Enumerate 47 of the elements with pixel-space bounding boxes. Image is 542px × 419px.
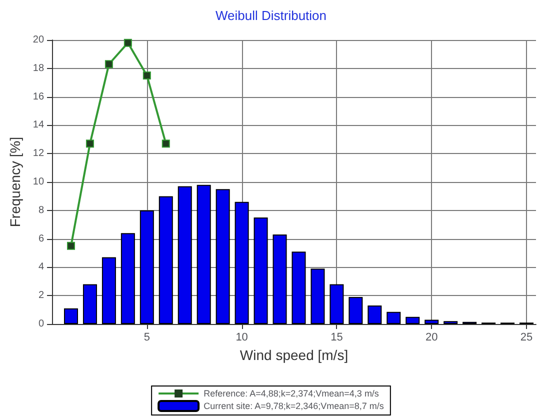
x-tick-label: 20 <box>425 332 438 344</box>
legend-label: Current site: A=9,78;k=2,346;Vmean=8,7 m/s <box>204 401 384 411</box>
y-tick-label: 10 <box>32 176 44 188</box>
bar <box>216 189 230 324</box>
y-tick-label: 2 <box>38 290 44 302</box>
y-tick-label: 20 <box>32 34 44 46</box>
bar <box>406 316 420 324</box>
bar <box>310 268 325 324</box>
y-tick-label: 16 <box>32 91 44 102</box>
bar <box>158 196 173 324</box>
point <box>86 140 94 148</box>
point <box>124 38 132 47</box>
y-tick-label: 12 <box>32 148 44 160</box>
bar <box>386 312 401 324</box>
bar <box>292 252 306 324</box>
chart-title: Weibull Distribution <box>215 8 327 23</box>
bar <box>348 297 363 324</box>
bar <box>424 320 439 324</box>
y-tick-label: 18 <box>32 62 44 74</box>
bar <box>102 257 116 324</box>
x-tick-label: 25 <box>520 332 533 344</box>
x-tick-label: 15 <box>330 332 343 344</box>
bar <box>82 284 97 324</box>
y-axis-title: Frequency [%] <box>7 136 23 228</box>
legend-label: Reference: A=4,88;k=2,374;Vmean=4,3 m/s <box>204 388 380 398</box>
bar <box>234 202 249 324</box>
bar <box>254 218 268 324</box>
y-tick-label: 0 <box>38 318 44 330</box>
x-tick-label: 10 <box>236 332 248 344</box>
bar <box>330 284 344 324</box>
bar <box>140 210 154 324</box>
y-tick-label: 14 <box>32 120 44 131</box>
point <box>104 60 113 68</box>
x-axis-title: Wind speed [m/s] <box>240 346 348 363</box>
y-tick-label: 8 <box>38 204 44 216</box>
bar <box>368 306 382 324</box>
bar <box>272 234 287 324</box>
y-tick-label: 4 <box>38 262 44 273</box>
point <box>67 242 76 250</box>
bar <box>196 184 211 324</box>
bar <box>178 186 192 324</box>
point <box>142 72 151 80</box>
x-tick-label: 5 <box>144 332 150 344</box>
bar <box>64 308 78 324</box>
bar <box>120 233 135 324</box>
point <box>162 140 170 148</box>
y-tick-label: 6 <box>38 233 44 244</box>
